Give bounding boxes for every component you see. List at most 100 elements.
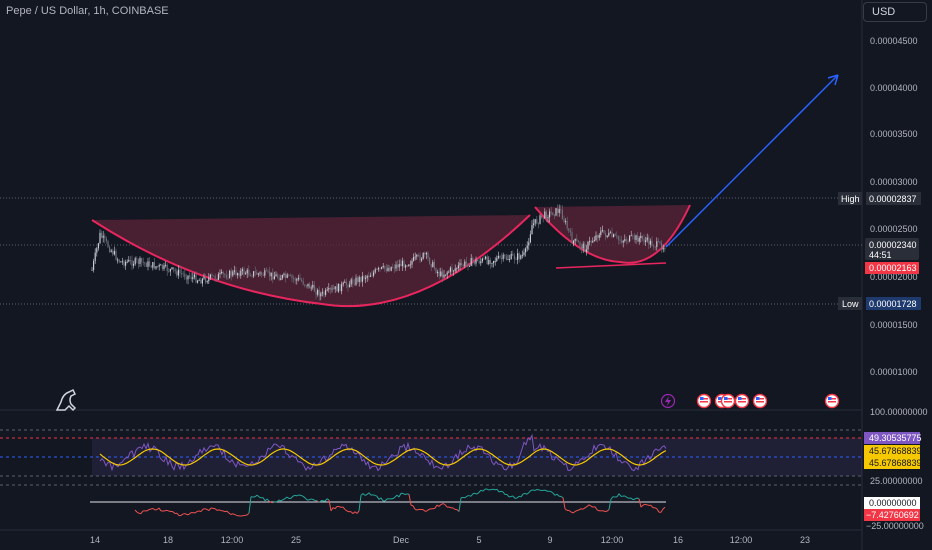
candle-body bbox=[246, 269, 248, 274]
time-axis[interactable]: 14 18 12:00 25 Dec 5 9 12:00 16 12:00 23 bbox=[90, 535, 810, 545]
candle-body bbox=[117, 259, 119, 261]
candle-body bbox=[515, 259, 517, 260]
osc-segment bbox=[442, 503, 446, 506]
candle-body bbox=[353, 283, 355, 285]
candle-body bbox=[430, 264, 432, 268]
candle-body bbox=[648, 237, 650, 245]
candle-body bbox=[209, 274, 211, 278]
osc-segment bbox=[198, 510, 202, 513]
osc-current-badge bbox=[864, 509, 920, 521]
osc-segment bbox=[262, 497, 266, 502]
candle-body bbox=[435, 268, 437, 274]
candle-body bbox=[512, 253, 514, 256]
osc-segment bbox=[258, 496, 262, 499]
candle-body bbox=[507, 259, 509, 261]
osc-segment bbox=[308, 498, 312, 501]
price-axis[interactable]: 0.00004500 0.00004000 0.00003500 0.00003000… bbox=[870, 36, 918, 377]
osc-segment bbox=[312, 499, 316, 501]
candle-body bbox=[411, 260, 413, 265]
candle-body bbox=[376, 269, 378, 271]
candle-body bbox=[486, 256, 488, 264]
time-tick-label: 12:00 bbox=[601, 535, 624, 545]
candle-body bbox=[160, 264, 162, 266]
osc-segment bbox=[524, 493, 528, 495]
candle-body bbox=[176, 271, 178, 276]
osc-segment bbox=[496, 489, 500, 493]
candle-body bbox=[542, 217, 544, 219]
candle-body bbox=[481, 258, 483, 262]
candle-body bbox=[281, 275, 283, 279]
candle-body bbox=[513, 255, 515, 260]
time-tick-label: Dec bbox=[393, 535, 410, 545]
candle-body bbox=[478, 261, 480, 264]
candle-body bbox=[467, 263, 469, 267]
osc-segment bbox=[228, 512, 232, 515]
candle-body bbox=[453, 270, 455, 272]
candle-body bbox=[93, 260, 95, 270]
lightning-icon[interactable] bbox=[660, 393, 676, 409]
candle-body bbox=[440, 271, 442, 277]
osc-segment bbox=[374, 494, 378, 497]
projection-arrow[interactable] bbox=[665, 74, 839, 248]
osc-segment bbox=[266, 498, 270, 502]
candle-body bbox=[182, 273, 184, 275]
candle-body bbox=[198, 279, 200, 281]
high-label: High bbox=[841, 194, 860, 204]
candle-body bbox=[502, 254, 504, 259]
osc-segment bbox=[552, 492, 556, 496]
osc-segment bbox=[246, 512, 250, 516]
osc-segment bbox=[570, 511, 574, 514]
osc-segment bbox=[404, 493, 408, 496]
candle-body bbox=[613, 234, 615, 237]
osc-segment bbox=[426, 508, 430, 512]
candle-body bbox=[224, 274, 226, 275]
candle-body bbox=[646, 237, 648, 241]
candle-body bbox=[302, 281, 304, 285]
osc-segment bbox=[176, 512, 180, 516]
us-flag-icon[interactable] bbox=[720, 393, 736, 409]
osc-segment bbox=[476, 492, 480, 495]
candle-body bbox=[598, 234, 600, 238]
osc-segment bbox=[298, 494, 302, 496]
us-flag-icon[interactable] bbox=[752, 393, 768, 409]
osc-segment bbox=[362, 493, 366, 496]
symbol-title[interactable]: Pepe / US Dollar, 1h, COINBASE bbox=[6, 5, 169, 17]
osc-segment bbox=[402, 493, 406, 496]
candle-body bbox=[264, 270, 266, 276]
price-tick-label: 0.00001000 bbox=[870, 367, 918, 377]
candle-body bbox=[547, 217, 549, 219]
osc-segment bbox=[526, 492, 530, 495]
currency-button[interactable]: USD bbox=[863, 2, 927, 22]
candle-body bbox=[597, 235, 599, 238]
candle-body bbox=[520, 255, 522, 259]
candle-body bbox=[104, 235, 106, 239]
osc-segment bbox=[554, 493, 558, 496]
candle-body bbox=[398, 264, 400, 268]
candle-body bbox=[91, 269, 93, 271]
osc-segment bbox=[368, 492, 372, 496]
candle-body bbox=[312, 284, 314, 288]
osc-segment bbox=[414, 508, 418, 511]
candle-body bbox=[369, 275, 371, 277]
candle-body bbox=[217, 274, 219, 280]
osc-segment bbox=[226, 510, 230, 514]
osc-segment bbox=[640, 504, 644, 508]
candle-body bbox=[566, 221, 568, 229]
candle-body bbox=[601, 230, 603, 232]
osc-segment bbox=[272, 501, 276, 504]
candle-body bbox=[166, 264, 168, 272]
candle-body bbox=[331, 288, 333, 290]
candle-body bbox=[553, 215, 555, 216]
us-flag-icon[interactable] bbox=[734, 393, 750, 409]
osc-segment bbox=[584, 506, 588, 509]
candle-body bbox=[203, 277, 205, 279]
candle-body bbox=[408, 264, 410, 267]
candle-body bbox=[358, 276, 360, 282]
candle-body bbox=[608, 232, 610, 236]
candle-body bbox=[389, 267, 391, 271]
us-flag-icon[interactable] bbox=[824, 393, 840, 409]
osc-segment bbox=[412, 505, 416, 510]
us-flag-icon[interactable] bbox=[696, 393, 712, 409]
candle-body bbox=[334, 286, 336, 290]
